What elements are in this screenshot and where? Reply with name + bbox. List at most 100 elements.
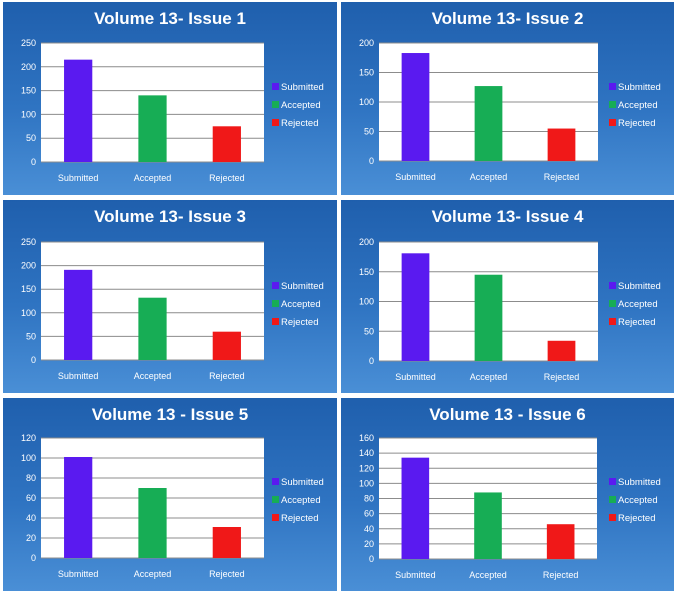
legend-label: Accepted xyxy=(618,299,658,310)
legend-label: Submitted xyxy=(281,82,324,93)
legend-label: Submitted xyxy=(281,281,324,292)
legend-swatch xyxy=(272,83,279,90)
y-tick-label: 0 xyxy=(31,553,36,563)
legend-label: Rejected xyxy=(618,513,656,524)
y-tick-label: 120 xyxy=(21,433,36,443)
y-tick-label: 0 xyxy=(369,156,374,166)
legend-label: Submitted xyxy=(618,477,661,488)
legend-swatch xyxy=(609,119,616,126)
legend-label: Accepted xyxy=(281,100,321,111)
legend-label: Rejected xyxy=(281,513,319,524)
x-tick-label: Rejected xyxy=(209,371,245,381)
y-tick-label: 80 xyxy=(364,494,374,504)
chart-svg: 0 50 100 150 200 250 Submitted Accepted Rejected… xyxy=(21,237,324,381)
bar-submitted xyxy=(401,53,430,161)
x-tick-label: Rejected xyxy=(543,570,579,580)
chart-panel-1: Volume 13- Issue 1 0 50 100 150 200 250 Submitt… xyxy=(3,2,337,195)
y-tick-label: 200 xyxy=(359,38,374,48)
bar-submitted xyxy=(64,457,93,558)
bar-rejected xyxy=(212,126,241,162)
legend-label: Rejected xyxy=(618,317,656,328)
chart-svg: 0 50 100 150 200 Submitted Accepted Rejected Sub… xyxy=(359,38,661,182)
legend-swatch xyxy=(272,478,279,485)
legend-swatch xyxy=(609,101,616,108)
y-tick-label: 100 xyxy=(359,297,374,307)
chart-panel-6: Volume 13 - Issue 6 0 20 40 60 80 100 120 140 160… xyxy=(341,398,674,591)
bar-accepted xyxy=(138,297,167,360)
legend-swatch xyxy=(609,318,616,325)
legend-label: Rejected xyxy=(618,118,656,129)
bar-rejected xyxy=(546,524,575,559)
chart-panel-3: Volume 13- Issue 3 0 50 100 150 200 250 Submitt… xyxy=(3,200,337,393)
legend-label: Submitted xyxy=(618,82,661,93)
y-tick-label: 150 xyxy=(21,284,36,294)
x-tick-label: Accepted xyxy=(134,173,172,183)
legend-swatch xyxy=(272,514,279,521)
y-tick-label: 150 xyxy=(21,86,36,96)
bar-submitted xyxy=(64,269,93,360)
chart-svg: 0 20 40 60 80 100 120 140 160 Submitted Accepted Re… xyxy=(359,433,661,580)
legend-swatch xyxy=(272,496,279,503)
x-tick-label: Rejected xyxy=(544,172,580,182)
x-tick-label: Accepted xyxy=(134,569,172,579)
y-tick-label: 150 xyxy=(359,68,374,78)
y-tick-label: 80 xyxy=(26,473,36,483)
x-tick-label: Accepted xyxy=(134,371,172,381)
y-tick-label: 150 xyxy=(359,267,374,277)
x-tick-label: Accepted xyxy=(470,172,508,182)
legend-swatch xyxy=(609,514,616,521)
y-tick-label: 160 xyxy=(359,433,374,443)
chart-svg: 0 50 100 150 200 Submitted Accepted Rejected Sub… xyxy=(359,237,661,382)
y-tick-label: 20 xyxy=(364,539,374,549)
bar-submitted xyxy=(401,253,430,361)
y-tick-label: 250 xyxy=(21,237,36,247)
bar-accepted xyxy=(138,95,167,162)
x-tick-label: Rejected xyxy=(544,372,580,382)
y-tick-label: 0 xyxy=(369,554,374,564)
legend-swatch xyxy=(609,478,616,485)
y-tick-label: 120 xyxy=(359,463,374,473)
x-tick-label: Accepted xyxy=(470,372,508,382)
legend-swatch xyxy=(272,282,279,289)
y-tick-label: 50 xyxy=(364,326,374,336)
y-tick-label: 0 xyxy=(31,157,36,167)
chart-title: Volume 13- Issue 1 xyxy=(94,9,246,28)
y-tick-label: 200 xyxy=(359,237,374,247)
legend-swatch xyxy=(609,282,616,289)
x-tick-label: Submitted xyxy=(58,371,99,381)
chart-title: Volume 13- Issue 2 xyxy=(431,9,584,28)
y-tick-label: 100 xyxy=(21,453,36,463)
legend-label: Accepted xyxy=(281,495,321,506)
legend-label: Rejected xyxy=(281,118,319,129)
y-tick-label: 250 xyxy=(21,38,36,48)
y-tick-label: 40 xyxy=(26,513,36,523)
legend-swatch xyxy=(609,496,616,503)
y-tick-label: 60 xyxy=(364,509,374,519)
y-tick-label: 100 xyxy=(21,308,36,318)
legend-label: Submitted xyxy=(281,477,324,488)
legend-label: Rejected xyxy=(281,317,319,328)
bar-submitted xyxy=(401,457,430,559)
bar-rejected xyxy=(212,527,241,558)
x-tick-label: Accepted xyxy=(469,570,507,580)
bar-accepted xyxy=(474,274,503,361)
bar-submitted xyxy=(64,59,93,162)
chart-svg: 0 20 40 60 80 100 120 Submitted Accepted Rejected… xyxy=(21,433,324,579)
x-tick-label: Submitted xyxy=(395,372,436,382)
chart-panel-2: Volume 13- Issue 2 0 50 100 150 200 Submitted A… xyxy=(341,2,674,195)
legend-swatch xyxy=(272,101,279,108)
x-tick-label: Submitted xyxy=(395,570,436,580)
y-tick-label: 100 xyxy=(359,97,374,107)
bar-accepted xyxy=(474,86,503,161)
y-tick-label: 200 xyxy=(21,261,36,271)
legend-swatch xyxy=(609,83,616,90)
y-tick-label: 50 xyxy=(364,127,374,137)
chart-title: Volume 13- Issue 3 xyxy=(94,207,246,226)
chart-svg: 0 50 100 150 200 250 Submitted Accepted Rejected… xyxy=(21,38,324,183)
legend-label: Accepted xyxy=(618,495,658,506)
legend-swatch xyxy=(272,119,279,126)
y-tick-label: 100 xyxy=(359,478,374,488)
y-tick-label: 40 xyxy=(364,524,374,534)
chart-panel-5: Volume 13 - Issue 5 0 20 40 60 80 100 120 Submit… xyxy=(3,398,337,591)
legend-swatch xyxy=(609,300,616,307)
